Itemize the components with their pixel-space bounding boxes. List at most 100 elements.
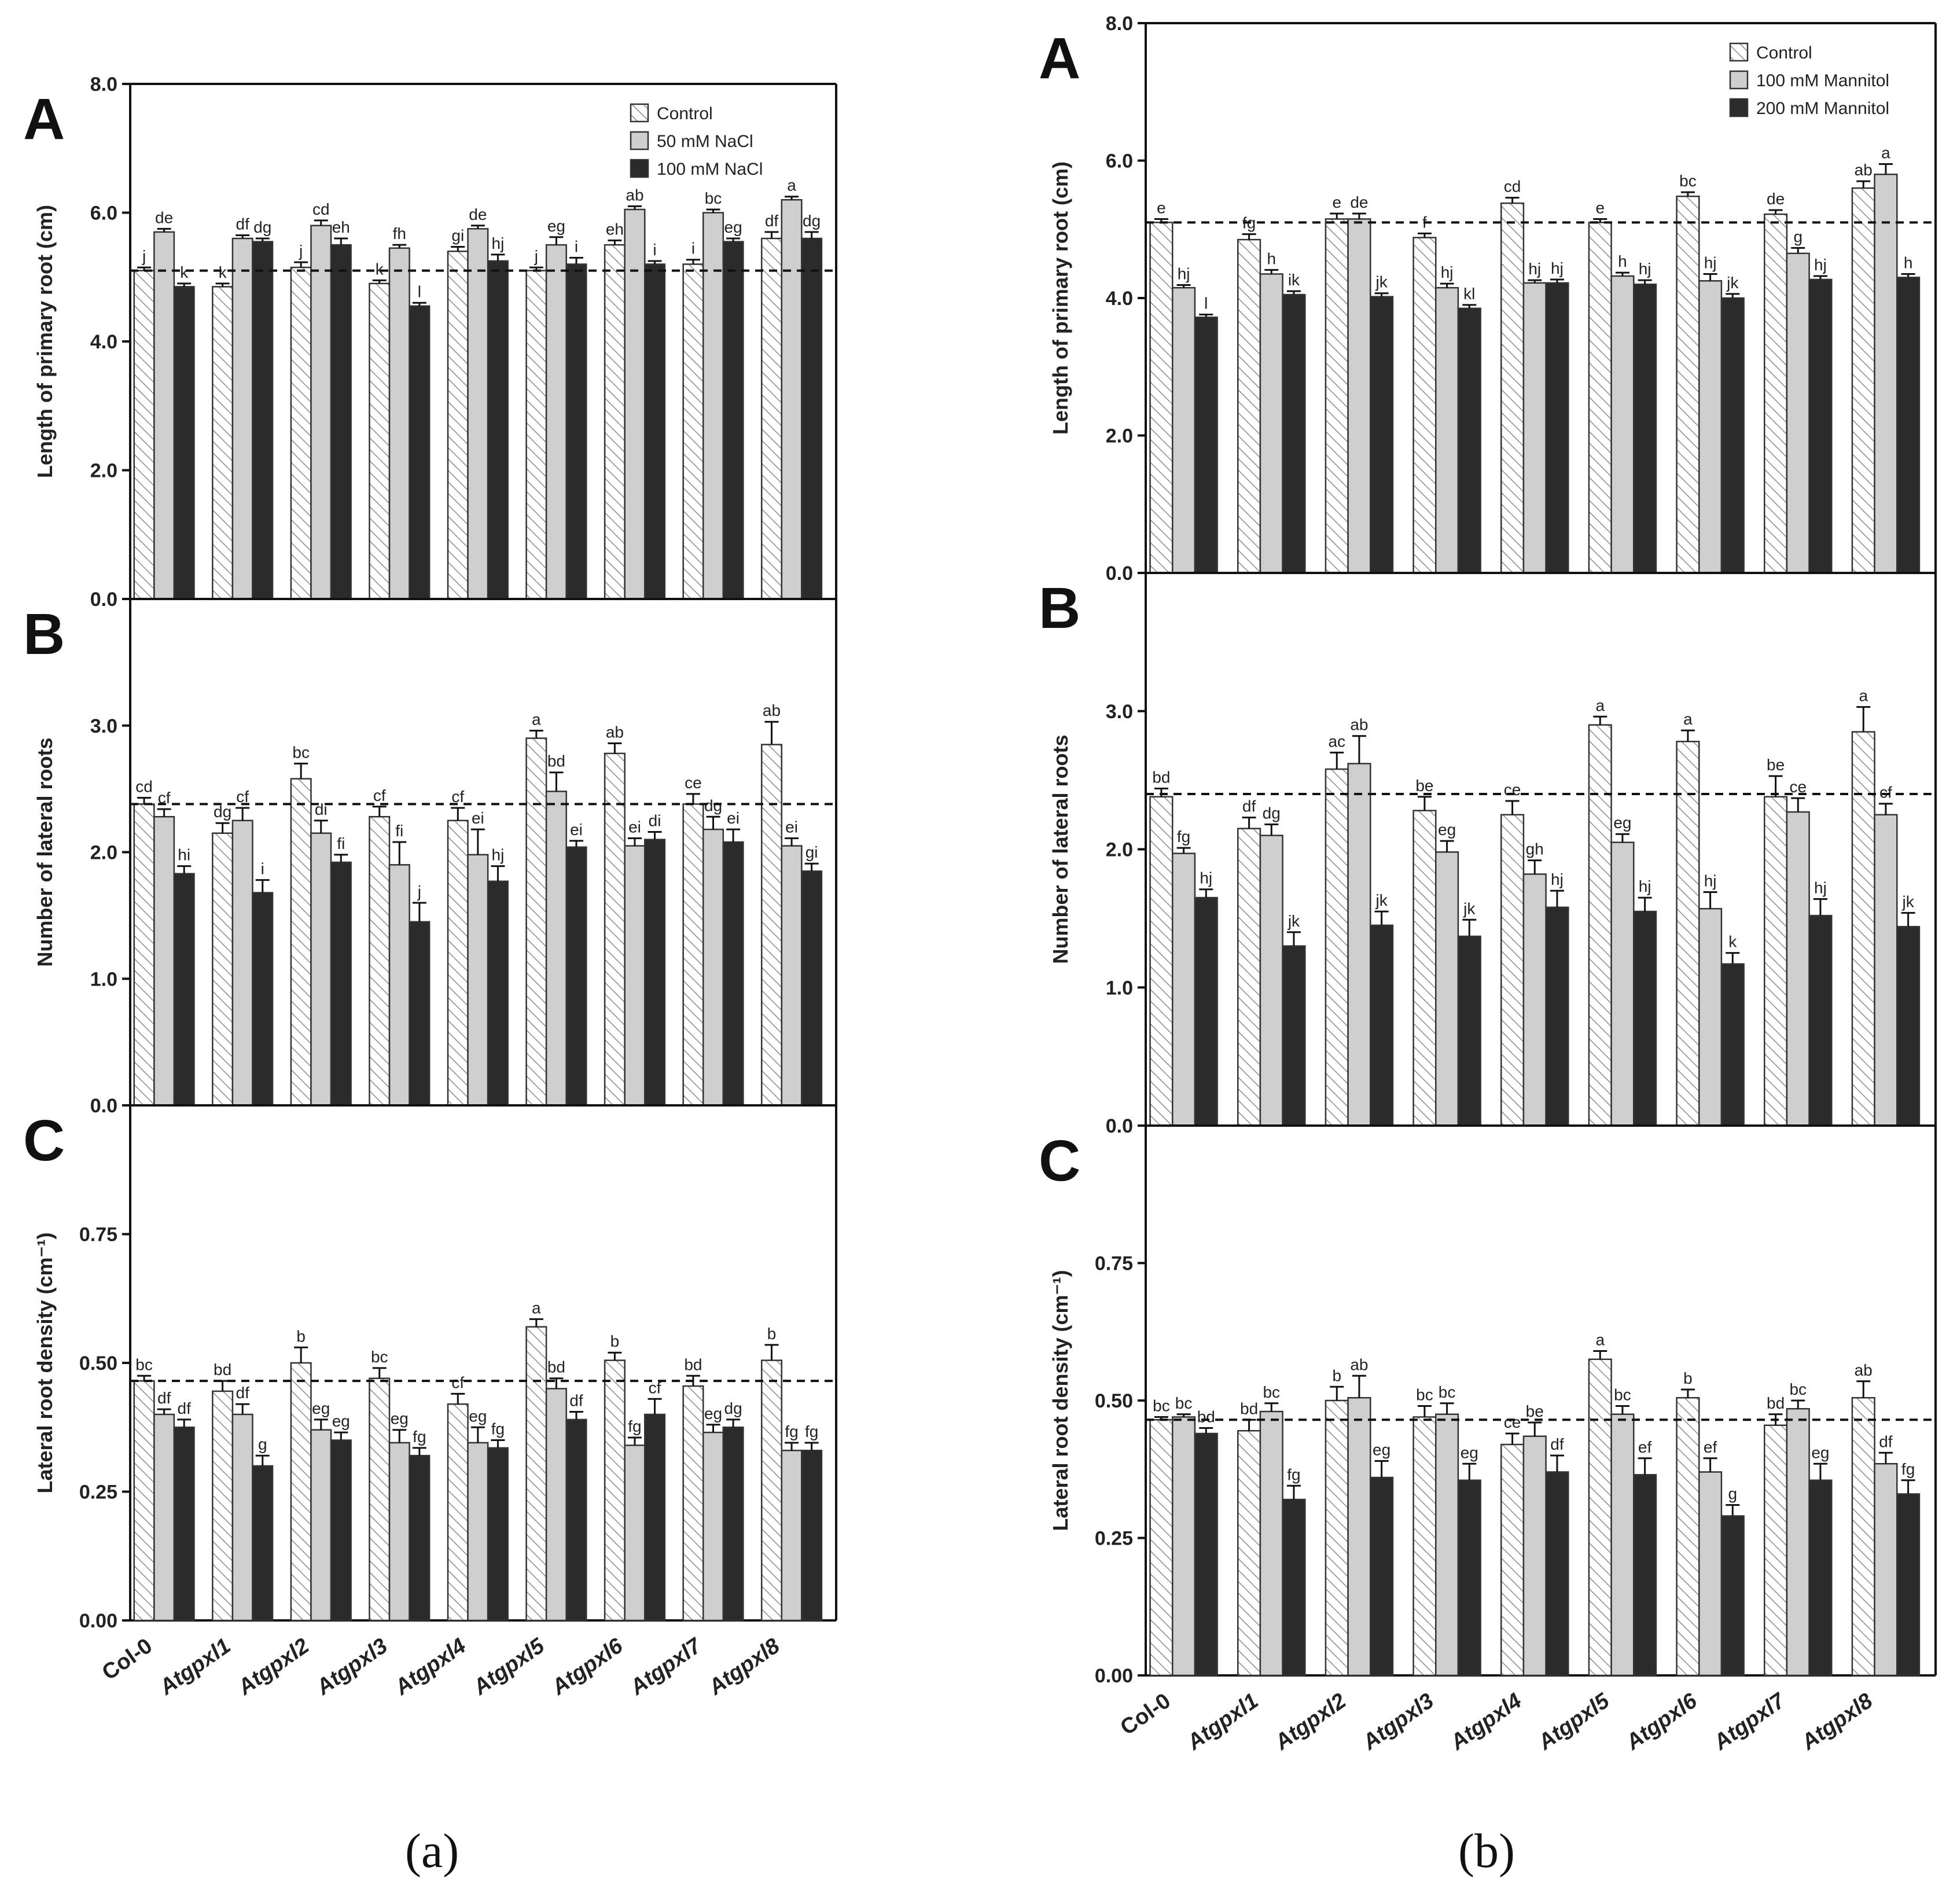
y-axis-label: Lateral root density (cm⁻¹): [33, 1232, 57, 1493]
x-tick-label: Col-0: [1116, 1689, 1175, 1740]
significance-label: ce: [1504, 781, 1521, 799]
y-tick-label: 2.0: [90, 842, 117, 864]
bar-200-mm-mannitol: [1370, 924, 1394, 1127]
significance-label: fg: [785, 1423, 798, 1440]
y-tick-label: 0.25: [1095, 1528, 1133, 1550]
significance-label: di: [649, 812, 661, 830]
bar-100-mm-mannitol: [1347, 218, 1371, 574]
bar-control: [760, 1359, 783, 1622]
bar-200-mm-mannitol: [1896, 925, 1921, 1127]
x-tick-label: Atgpxl8: [1797, 1688, 1878, 1755]
significance-label: eg: [1373, 1441, 1390, 1459]
bar-100-mm-nacl: [173, 1427, 195, 1622]
x-tick-label: Atgpxl7: [626, 1633, 707, 1700]
bar-50-mm-nacl: [624, 208, 646, 600]
bar-200-mm-mannitol: [1720, 963, 1745, 1127]
significance-label: b: [767, 1325, 777, 1343]
bar-control: [1325, 1399, 1349, 1677]
significance-label: eg: [1811, 1443, 1829, 1461]
bar-50-mm-nacl: [231, 819, 253, 1107]
bar-control: [1500, 202, 1525, 574]
bar-200-mm-mannitol: [1808, 278, 1833, 574]
significance-label: cf: [649, 1379, 661, 1396]
bar-control: [525, 1326, 547, 1622]
bar-control: [1325, 768, 1349, 1127]
x-tick-label: Atgpxl7: [1709, 1688, 1790, 1755]
significance-label: cf: [451, 1373, 464, 1391]
bar-100-mm-nacl: [487, 1447, 509, 1622]
x-tick-label: Atgpxl2: [233, 1634, 314, 1700]
significance-label: bd: [684, 1355, 702, 1373]
significance-label: df: [236, 1384, 250, 1402]
bar-control: [604, 752, 626, 1107]
significance-label: bd: [1240, 1399, 1258, 1417]
bar-100-mm-nacl: [643, 1413, 666, 1622]
significance-label: dg: [214, 803, 231, 821]
bar-50-mm-nacl: [624, 845, 646, 1107]
y-tick-label: 4.0: [1106, 288, 1133, 310]
significance-label: b: [1683, 1369, 1693, 1387]
significance-label: hi: [178, 846, 190, 864]
charts-layer: 0.0 2.0 4.0 6.0 8.0 A Length of primary root (…: [23, 13, 1937, 1755]
significance-label: ei: [570, 821, 583, 839]
significance-label: cd: [312, 200, 330, 218]
significance-label: ei: [472, 809, 484, 827]
significance-label: eg: [704, 1405, 722, 1423]
y-tick-label: 0.0: [90, 589, 117, 611]
bar-control: [1588, 1358, 1612, 1677]
significance-label: ab: [1350, 716, 1368, 734]
panel-letter: B: [1039, 576, 1080, 641]
y-tick-label: 1.0: [1106, 977, 1133, 999]
bar-50-mm-nacl: [467, 228, 489, 600]
y-tick-label: 0.00: [1095, 1665, 1133, 1687]
significance-label: a: [1859, 687, 1868, 705]
significance-label: h: [1267, 249, 1276, 267]
significance-label: hj: [492, 846, 505, 864]
caption-a: (a): [405, 1824, 459, 1878]
bar-200-mm-mannitol: [1720, 1515, 1745, 1677]
legend-swatch: [1729, 42, 1749, 62]
bar-100-mm-nacl: [409, 1454, 431, 1622]
bar-200-mm-mannitol: [1545, 1471, 1569, 1677]
bar-100-mm-mannitol: [1786, 1408, 1810, 1677]
significance-label: jk: [1288, 912, 1300, 930]
significance-label: fi: [337, 835, 345, 852]
y-axis-label: Number of lateral roots: [33, 737, 57, 966]
significance-label: cd: [1504, 178, 1521, 196]
bar-100-mm-mannitol: [1610, 1413, 1635, 1677]
bar-200-mm-mannitol: [1896, 1493, 1921, 1677]
y-tick-label: 2.0: [1106, 425, 1133, 447]
legend-entry: 100 mM Mannitol: [1756, 71, 1889, 90]
bar-control: [1325, 218, 1349, 574]
bar-50-mm-nacl: [153, 1413, 175, 1622]
significance-label: cf: [158, 789, 171, 807]
bar-100-mm-nacl: [643, 839, 666, 1107]
bar-200-mm-mannitol: [1545, 906, 1569, 1127]
bar-50-mm-nacl: [702, 212, 724, 600]
bar-control: [1676, 741, 1700, 1127]
bar-100-mm-mannitol: [1172, 286, 1196, 574]
significance-label: gi: [805, 843, 818, 861]
bar-control: [525, 737, 547, 1107]
y-tick-label: 2.0: [90, 460, 117, 482]
bar-control: [1149, 222, 1174, 574]
bar-50-mm-nacl: [702, 1431, 724, 1622]
bar-100-mm-mannitol: [1259, 273, 1283, 574]
bar-control: [760, 237, 783, 600]
bar-200-mm-mannitol: [1370, 1476, 1394, 1677]
bar-200-mm-mannitol: [1633, 910, 1657, 1127]
bar-50-mm-nacl: [624, 1444, 646, 1622]
bar-100-mm-nacl: [801, 237, 823, 600]
bar-50-mm-nacl: [781, 1450, 803, 1622]
bar-100-mm-nacl: [173, 873, 195, 1107]
significance-label: g: [1793, 227, 1802, 245]
significance-label: e: [1157, 199, 1166, 216]
legend-swatch: [630, 131, 649, 150]
bar-200-mm-mannitol: [1633, 1474, 1657, 1677]
bar-100-mm-mannitol: [1347, 763, 1371, 1127]
bar-100-mm-nacl: [565, 846, 587, 1107]
bar-100-mm-mannitol: [1874, 1463, 1898, 1677]
significance-label: df: [1550, 1435, 1564, 1453]
significance-label: bd: [547, 752, 565, 770]
bar-100-mm-nacl: [330, 861, 352, 1107]
